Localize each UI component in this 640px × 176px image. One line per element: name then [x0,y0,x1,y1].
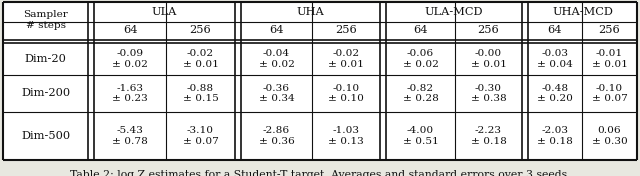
Text: -0.10
± 0.07: -0.10 ± 0.07 [591,84,627,103]
Text: Dim-500: Dim-500 [21,131,70,141]
Text: 256: 256 [189,25,211,35]
Text: 64: 64 [548,25,563,35]
Text: 64: 64 [269,25,284,35]
Text: Sampler
# steps: Sampler # steps [23,10,68,30]
Text: ULA-MCD: ULA-MCD [425,7,483,17]
Bar [3,2,637,160]
Text: Table 2: log Z estimates for a Student-T target. Averages and standard errors ov: Table 2: log Z estimates for a Student-T… [70,170,570,176]
Text: -0.01
± 0.01: -0.01 ± 0.01 [591,49,627,69]
Text: -3.10
± 0.07: -3.10 ± 0.07 [182,126,218,146]
Text: -0.03
± 0.04: -0.03 ± 0.04 [537,49,573,69]
Text: -4.00
± 0.51: -4.00 ± 0.51 [403,126,438,146]
Text: -0.09
± 0.02: -0.09 ± 0.02 [112,49,148,69]
Text: -0.88
± 0.15: -0.88 ± 0.15 [182,84,218,103]
Text: 256: 256 [598,25,620,35]
Text: 256: 256 [477,25,499,35]
Text: -0.10
± 0.10: -0.10 ± 0.10 [328,84,364,103]
Text: -0.82
± 0.28: -0.82 ± 0.28 [403,84,438,103]
Text: 64: 64 [123,25,137,35]
Text: -2.23
± 0.18: -2.23 ± 0.18 [470,126,506,146]
Text: -0.02
± 0.01: -0.02 ± 0.01 [182,49,218,69]
Text: Dim-20: Dim-20 [24,54,67,64]
Text: 0.06
± 0.30: 0.06 ± 0.30 [591,126,627,146]
Text: -1.03
± 0.13: -1.03 ± 0.13 [328,126,364,146]
Text: 64: 64 [413,25,428,35]
Text: Dim-200: Dim-200 [21,89,70,99]
Text: -0.04
± 0.02: -0.04 ± 0.02 [259,49,294,69]
Text: -0.06
± 0.02: -0.06 ± 0.02 [403,49,438,69]
Text: UHA-MCD: UHA-MCD [552,7,613,17]
Text: -0.48
± 0.20: -0.48 ± 0.20 [537,84,573,103]
Text: -5.43
± 0.78: -5.43 ± 0.78 [112,126,148,146]
Text: -2.03
± 0.18: -2.03 ± 0.18 [537,126,573,146]
Text: -0.02
± 0.01: -0.02 ± 0.01 [328,49,364,69]
Text: -0.30
± 0.38: -0.30 ± 0.38 [470,84,506,103]
Text: ULA: ULA [152,7,177,17]
Text: UHA: UHA [296,7,324,17]
Text: -0.36
± 0.34: -0.36 ± 0.34 [259,84,294,103]
Text: -1.63
± 0.23: -1.63 ± 0.23 [112,84,148,103]
Text: 256: 256 [335,25,357,35]
Text: -2.86
± 0.36: -2.86 ± 0.36 [259,126,294,146]
Text: -0.00
± 0.01: -0.00 ± 0.01 [470,49,506,69]
